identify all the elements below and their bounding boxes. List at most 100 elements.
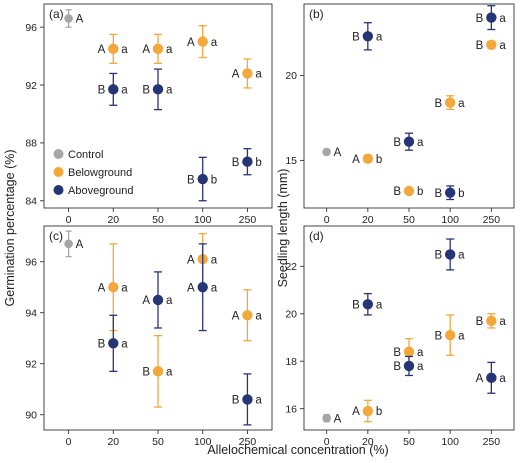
marker bbox=[64, 14, 73, 23]
significance-label-upper: B bbox=[476, 316, 484, 328]
significance-label-lower: a bbox=[255, 310, 262, 322]
significance-label-upper: B bbox=[435, 188, 443, 200]
significance-label-upper: A bbox=[187, 37, 195, 49]
significance-label-upper: B bbox=[232, 395, 240, 407]
marker bbox=[152, 43, 164, 55]
y-tick-label: 15 bbox=[285, 155, 297, 167]
significance-label-lower: a bbox=[166, 44, 173, 56]
significance-label-upper: B bbox=[352, 32, 360, 44]
legend-label-belowground: Belowground bbox=[68, 167, 132, 179]
marker bbox=[362, 153, 374, 164]
marker bbox=[242, 156, 253, 167]
marker bbox=[197, 282, 208, 293]
significance-label-lower: a bbox=[211, 282, 218, 294]
significance-label-upper: B bbox=[232, 157, 240, 169]
significance-label-upper: B bbox=[476, 40, 484, 52]
x-tick-label: 20 bbox=[107, 436, 119, 448]
significance-label-upper: A bbox=[334, 147, 342, 159]
x-tick-label: 0 bbox=[324, 214, 330, 226]
x-tick-label: 0 bbox=[66, 436, 72, 448]
significance-label-upper: B bbox=[393, 361, 401, 373]
significance-label-lower: a bbox=[121, 282, 128, 294]
significance-label-lower: a bbox=[417, 361, 424, 373]
legend-marker-aboveground bbox=[53, 185, 64, 195]
significance-label-lower: a bbox=[499, 316, 506, 328]
significance-label-lower: a bbox=[121, 44, 128, 56]
significance-label-lower: a bbox=[166, 367, 173, 379]
panel-label: (b) bbox=[309, 7, 324, 21]
marker bbox=[403, 185, 415, 197]
significance-label-lower: a bbox=[255, 395, 262, 407]
significance-label-lower: a bbox=[121, 339, 128, 351]
y-axis-title-right: Seedling length (mm) bbox=[276, 169, 290, 288]
marker bbox=[486, 372, 497, 384]
significance-label-upper: B bbox=[393, 347, 401, 359]
significance-label-lower: b bbox=[376, 406, 382, 418]
marker bbox=[64, 239, 73, 249]
significance-label-lower: a bbox=[499, 13, 506, 25]
significance-label-lower: a bbox=[211, 37, 218, 49]
y-tick-label: 96 bbox=[25, 257, 37, 269]
marker bbox=[444, 329, 456, 341]
y-tick-label: 20 bbox=[285, 309, 297, 321]
significance-label-upper: B bbox=[98, 339, 106, 351]
significance-label-upper: B bbox=[142, 85, 150, 97]
x-tick-label: 50 bbox=[152, 214, 164, 226]
y-tick-label: 16 bbox=[285, 403, 297, 415]
significance-label-lower: a bbox=[166, 85, 173, 97]
marker bbox=[486, 315, 497, 327]
data-point-control: A bbox=[64, 230, 84, 258]
significance-label-upper: A bbox=[76, 239, 84, 251]
panel-frame bbox=[303, 3, 515, 209]
data-point-control: A bbox=[64, 9, 84, 28]
significance-label-lower: a bbox=[458, 250, 465, 262]
x-tick-label: 250 bbox=[483, 214, 501, 226]
significance-label-upper: A bbox=[187, 254, 195, 266]
marker bbox=[486, 12, 497, 23]
marker bbox=[152, 84, 164, 95]
significance-label-lower: a bbox=[458, 98, 465, 110]
significance-label-lower: b bbox=[458, 188, 464, 200]
marker bbox=[197, 173, 208, 185]
legend-label-control: Control bbox=[68, 149, 103, 161]
y-axis-title-left: Germination percentage (%) bbox=[3, 149, 17, 306]
marker bbox=[108, 43, 119, 55]
x-tick-label: 20 bbox=[362, 436, 374, 448]
significance-label-upper: A bbox=[98, 282, 106, 294]
x-tick-label: 100 bbox=[441, 436, 459, 448]
marker bbox=[444, 187, 456, 198]
x-tick-label: 0 bbox=[324, 436, 330, 448]
significance-label-upper: B bbox=[187, 174, 195, 186]
y-tick-label: 94 bbox=[25, 308, 37, 320]
legend-marker-control bbox=[53, 149, 64, 159]
x-tick-label: 20 bbox=[362, 214, 374, 226]
significance-label-upper: B bbox=[352, 299, 360, 311]
significance-label-upper: A bbox=[352, 154, 360, 166]
marker bbox=[152, 366, 164, 377]
legend: Control Belowground Aboveground bbox=[53, 149, 133, 197]
significance-label-upper: A bbox=[232, 310, 240, 322]
significance-label-upper: B bbox=[393, 137, 401, 149]
marker bbox=[444, 97, 456, 108]
significance-label-upper: A bbox=[476, 373, 484, 385]
x-tick-label: 250 bbox=[483, 436, 501, 448]
y-tick-label: 90 bbox=[25, 410, 37, 422]
significance-label-lower: a bbox=[417, 347, 424, 359]
data-point-control: A bbox=[322, 147, 342, 159]
legend-label-aboveground: Aboveground bbox=[68, 185, 133, 197]
significance-label-upper: A bbox=[352, 406, 360, 418]
